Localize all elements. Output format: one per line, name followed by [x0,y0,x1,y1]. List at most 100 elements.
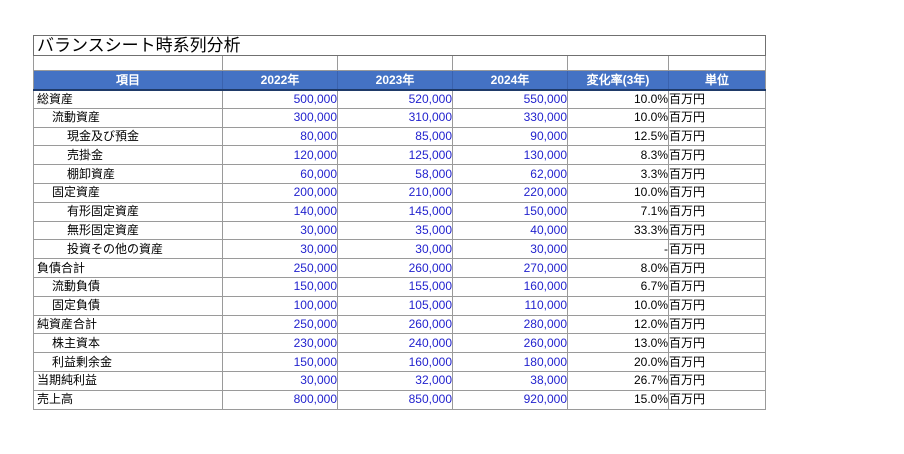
cell-change[interactable]: 8.0% [567,258,669,278]
cell-2024[interactable]: 270,000 [452,258,568,278]
cell-change[interactable]: 10.0% [567,295,669,316]
cell-2023[interactable]: 520,000 [337,89,453,109]
cell-change[interactable]: 10.0% [567,89,669,109]
cell-2023[interactable]: 850,000 [337,389,453,410]
cell-change[interactable]: 6.7% [567,276,669,297]
cell-2023[interactable]: 240,000 [337,333,453,354]
cell-2022[interactable]: 500,000 [222,89,338,109]
cell-change[interactable]: - [567,239,669,260]
cell-2022[interactable]: 60,000 [222,164,338,184]
cell-unit[interactable]: 百万円 [667,239,767,260]
cell-2023[interactable]: 160,000 [337,352,453,372]
cell-unit[interactable]: 百万円 [667,107,767,128]
cell-item[interactable]: 売掛金 [33,145,223,166]
cell-2023[interactable]: 145,000 [337,201,453,222]
header-cell-2023[interactable]: 2023年 [337,70,453,91]
cell-2022[interactable]: 140,000 [222,201,338,222]
cell-unit[interactable]: 百万円 [667,295,767,316]
cell-change[interactable]: 12.0% [567,314,669,335]
cell-2024[interactable]: 90,000 [452,126,568,147]
spacer-cell[interactable] [567,55,669,71]
spacer-cell[interactable] [222,55,338,71]
cell-item[interactable]: 流動資産 [33,107,223,128]
cell-change[interactable]: 12.5% [567,126,669,147]
cell-2024[interactable]: 330,000 [452,107,568,128]
cell-change[interactable]: 10.0% [567,107,669,128]
cell-2022[interactable]: 800,000 [222,389,338,410]
cell-2024[interactable]: 150,000 [452,201,568,222]
cell-2023[interactable]: 260,000 [337,314,453,335]
cell-unit[interactable]: 百万円 [667,89,767,109]
cell-2022[interactable]: 250,000 [222,314,338,335]
cell-2022[interactable]: 300,000 [222,107,338,128]
cell-item[interactable]: 投資その他の資産 [33,239,223,260]
cell-change[interactable]: 8.3% [567,145,669,166]
cell-2023[interactable]: 105,000 [337,295,453,316]
cell-item[interactable]: 総資産 [33,89,223,109]
spacer-cell[interactable] [667,55,767,71]
cell-unit[interactable]: 百万円 [667,333,767,354]
cell-item[interactable]: 当期純利益 [33,370,223,391]
header-cell-item[interactable]: 項目 [33,70,223,91]
cell-2023[interactable]: 125,000 [337,145,453,166]
cell-unit[interactable]: 百万円 [667,352,767,372]
cell-2022[interactable]: 150,000 [222,352,338,372]
cell-change[interactable]: 33.3% [567,220,669,241]
cell-2022[interactable]: 30,000 [222,220,338,241]
cell-2024[interactable]: 260,000 [452,333,568,354]
cell-item[interactable]: 無形固定資産 [33,220,223,241]
cell-change[interactable]: 13.0% [567,333,669,354]
cell-item[interactable]: 固定負債 [33,295,223,316]
cell-change[interactable]: 10.0% [567,182,669,203]
cell-item[interactable]: 純資産合計 [33,314,223,335]
cell-unit[interactable]: 百万円 [667,258,767,278]
cell-2022[interactable]: 150,000 [222,276,338,297]
cell-item[interactable]: 売上高 [33,389,223,410]
spacer-cell[interactable] [33,55,223,71]
header-cell-2022[interactable]: 2022年 [222,70,338,91]
cell-2023[interactable]: 310,000 [337,107,453,128]
cell-unit[interactable]: 百万円 [667,145,767,166]
cell-2024[interactable]: 110,000 [452,295,568,316]
cell-item[interactable]: 流動負債 [33,276,223,297]
cell-2022[interactable]: 80,000 [222,126,338,147]
cell-item[interactable]: 負債合計 [33,258,223,278]
header-cell-change[interactable]: 変化率(3年) [567,70,669,91]
cell-2023[interactable]: 85,000 [337,126,453,147]
cell-unit[interactable]: 百万円 [667,126,767,147]
header-cell-2024[interactable]: 2024年 [452,70,568,91]
cell-unit[interactable]: 百万円 [667,389,767,410]
cell-2022[interactable]: 230,000 [222,333,338,354]
cell-change[interactable]: 26.7% [567,370,669,391]
cell-2024[interactable]: 550,000 [452,89,568,109]
cell-item[interactable]: 株主資本 [33,333,223,354]
cell-change[interactable]: 7.1% [567,201,669,222]
cell-2023[interactable]: 35,000 [337,220,453,241]
cell-2024[interactable]: 40,000 [452,220,568,241]
cell-2024[interactable]: 130,000 [452,145,568,166]
cell-2022[interactable]: 250,000 [222,258,338,278]
cell-2024[interactable]: 30,000 [452,239,568,260]
cell-2023[interactable]: 30,000 [337,239,453,260]
cell-2022[interactable]: 200,000 [222,182,338,203]
cell-2024[interactable]: 38,000 [452,370,568,391]
cell-2024[interactable]: 160,000 [452,276,568,297]
header-cell-unit[interactable]: 単位 [667,70,767,91]
cell-change[interactable]: 3.3% [567,164,669,184]
cell-2024[interactable]: 62,000 [452,164,568,184]
cell-2022[interactable]: 30,000 [222,239,338,260]
cell-2023[interactable]: 155,000 [337,276,453,297]
cell-2023[interactable]: 260,000 [337,258,453,278]
sheet-title-cell[interactable]: バランスシート時系列分析 [32,35,767,56]
cell-unit[interactable]: 百万円 [667,164,767,184]
cell-2022[interactable]: 30,000 [222,370,338,391]
spacer-cell[interactable] [452,55,568,71]
cell-2023[interactable]: 32,000 [337,370,453,391]
cell-2024[interactable]: 180,000 [452,352,568,372]
cell-unit[interactable]: 百万円 [667,201,767,222]
cell-unit[interactable]: 百万円 [667,314,767,335]
cell-unit[interactable]: 百万円 [667,182,767,203]
cell-change[interactable]: 20.0% [567,352,669,372]
cell-2024[interactable]: 280,000 [452,314,568,335]
cell-change[interactable]: 15.0% [567,389,669,410]
